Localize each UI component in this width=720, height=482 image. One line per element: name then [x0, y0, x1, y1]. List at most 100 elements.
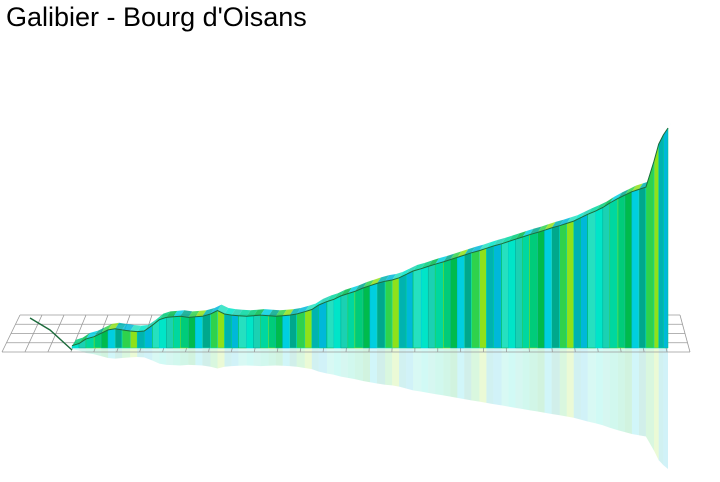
- reflection-segment: [333, 348, 341, 377]
- profile-top-segment: [173, 310, 185, 317]
- profile-top-segment: [479, 242, 491, 251]
- reflection-segment: [573, 348, 581, 420]
- reflection-segment: [144, 348, 153, 361]
- profile-segment: [566, 220, 574, 349]
- profile-top-segment: [85, 330, 99, 339]
- profile-top-segment: [296, 305, 309, 315]
- profile-segment: [595, 207, 604, 349]
- reflection-segment: [130, 348, 138, 358]
- profile-segment: [333, 295, 342, 349]
- reflection-segment: [486, 348, 494, 405]
- profile-segment: [166, 316, 174, 349]
- profile-segment: [617, 194, 626, 349]
- profile-top-segment: [202, 308, 215, 317]
- reflection-segment: [392, 348, 400, 387]
- profile-top-segment: [289, 308, 301, 316]
- profile-segment: [231, 314, 239, 349]
- profile-top-segment: [333, 289, 345, 300]
- approach-line: [29, 317, 73, 351]
- profile-segment: [464, 252, 472, 349]
- profile-segment: [296, 311, 306, 349]
- profile-segment: [501, 241, 509, 349]
- profile-top-segment: [450, 251, 462, 260]
- reflection-segment: [195, 348, 203, 366]
- profile-top-segment: [457, 249, 469, 258]
- profile-top-segment: [210, 304, 222, 315]
- profile-segment: [129, 330, 138, 349]
- profile-segment: [180, 315, 189, 349]
- reflection-segment: [617, 348, 625, 433]
- profile-top-segment: [587, 204, 600, 215]
- profile-top-segment: [318, 295, 331, 305]
- profile-segment: [304, 309, 313, 349]
- profile-segment: [420, 266, 429, 349]
- reflection-segment: [188, 348, 196, 366]
- profile-top-segment: [551, 219, 564, 228]
- profile-top-segment: [152, 313, 164, 326]
- profile-top-segment: [421, 260, 433, 269]
- profile-segment: [121, 329, 131, 349]
- profile-top-segment: [340, 287, 352, 296]
- profile-top-segment: [282, 309, 294, 316]
- reflection-segment: [537, 348, 545, 413]
- profile-segment: [653, 144, 659, 349]
- profile-top-segment: [522, 228, 534, 237]
- reflection-segment: [658, 348, 664, 466]
- profile-segment: [522, 234, 530, 349]
- profile-top-segment: [428, 258, 440, 267]
- reflection-segment: [609, 348, 618, 431]
- profile-segment: [217, 310, 225, 349]
- profile-segment: [508, 238, 516, 349]
- reflection-segment: [347, 348, 355, 380]
- reflection-segment: [137, 348, 145, 358]
- profile-segment: [246, 315, 254, 349]
- profile-segment: [318, 301, 328, 349]
- reflection-segment: [152, 348, 160, 364]
- reflection-segment: [166, 348, 174, 366]
- profile-segment: [159, 317, 167, 349]
- profile-top-segment: [370, 277, 381, 286]
- profile-top-segment: [94, 327, 106, 337]
- chart-title: Galibier - Bourg d'Oisans: [6, 2, 307, 32]
- reflection-segment: [587, 348, 596, 424]
- profile-top-segment: [115, 322, 127, 330]
- profile-segment: [486, 245, 494, 349]
- reflection-segment: [268, 348, 276, 366]
- profile-segment: [391, 277, 400, 349]
- reflection-segment: [443, 348, 451, 397]
- profile-segment: [260, 314, 269, 349]
- reflection-segment: [551, 348, 560, 416]
- profile-segment: [188, 316, 196, 349]
- profile-segment: [658, 134, 664, 349]
- profile-segment: [645, 161, 655, 349]
- profile-segment: [282, 314, 290, 349]
- profile-top-segment: [238, 309, 251, 317]
- profile-top-segment: [304, 303, 316, 312]
- reflection-segment: [450, 348, 458, 398]
- profile-segment: [354, 287, 364, 349]
- profile-segment: [450, 257, 458, 349]
- reflection-segment: [296, 348, 305, 368]
- profile-top-segment: [144, 319, 157, 332]
- reflection-segment: [559, 348, 567, 417]
- reflection-segment: [289, 348, 297, 367]
- profile-segment: [515, 236, 523, 349]
- reflection-segment: [260, 348, 269, 367]
- profile-top-segment: [246, 309, 258, 317]
- profile-top-segment: [224, 308, 236, 316]
- profile-segment: [537, 229, 545, 349]
- reflection-segment: [544, 348, 552, 415]
- reflection-segment: [663, 348, 668, 469]
- profile-segment: [114, 328, 123, 349]
- profile-segment: [434, 261, 444, 349]
- profile-top-segment: [595, 201, 607, 211]
- reflection-segment: [522, 348, 530, 411]
- profile-segment: [311, 304, 320, 349]
- profile-top-segment: [537, 224, 549, 233]
- profile-top-segment: [573, 211, 585, 222]
- profile-top-segment: [72, 337, 83, 346]
- profile-segment: [405, 270, 414, 349]
- profile-segment: [362, 285, 371, 349]
- profile-top-segment: [392, 271, 404, 281]
